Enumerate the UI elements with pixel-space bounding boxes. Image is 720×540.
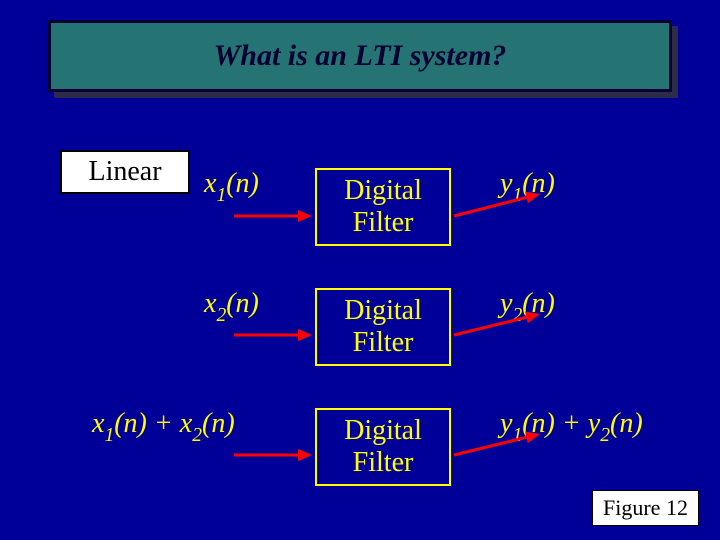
- input-signal-3: x1(n) + x2(n): [92, 408, 235, 445]
- filter-label-3: DigitalFilter: [344, 415, 422, 479]
- slide-title: What is an LTI system?: [48, 20, 672, 92]
- filter-label-2: DigitalFilter: [344, 295, 422, 359]
- filter-box-1: DigitalFilter: [315, 168, 451, 246]
- output-signal-1: y1(n): [500, 168, 555, 205]
- filter-box-3: DigitalFilter: [315, 408, 451, 486]
- output-signal-2: y2(n): [500, 288, 555, 325]
- figure-number-text: Figure 12: [603, 495, 688, 520]
- output-signal-3: y1(n) + y2(n): [500, 408, 643, 445]
- input-signal-1: x1(n): [204, 168, 259, 205]
- slide: What is an LTI system? Linear x1(n) y1(n)…: [0, 0, 720, 540]
- linear-label-box: Linear: [60, 150, 190, 194]
- input-signal-2: x2(n): [204, 288, 259, 325]
- slide-title-text: What is an LTI system?: [214, 39, 507, 73]
- figure-number-box: Figure 12: [592, 490, 699, 526]
- filter-label-1: DigitalFilter: [344, 175, 422, 239]
- filter-box-2: DigitalFilter: [315, 288, 451, 366]
- title-container: What is an LTI system?: [48, 20, 672, 92]
- linear-label-text: Linear: [88, 156, 161, 188]
